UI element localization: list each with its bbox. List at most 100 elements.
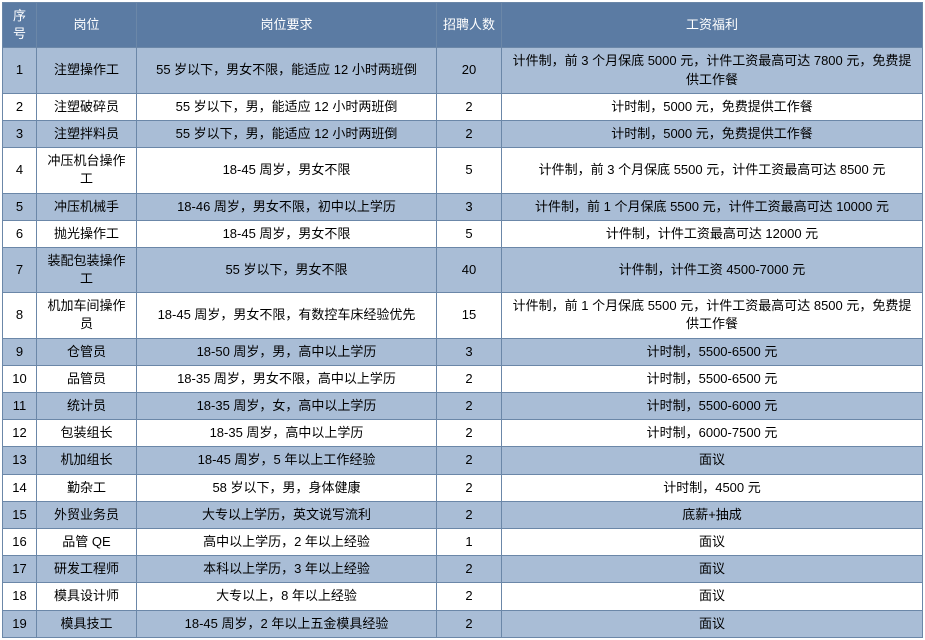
cell-pos: 装配包装操作工 — [37, 247, 137, 292]
cell-ben: 计时制，6000-7500 元 — [502, 420, 923, 447]
cell-seq: 9 — [3, 338, 37, 365]
cell-ben: 计时制，5000 元，免费提供工作餐 — [502, 120, 923, 147]
cell-req: 大专以上学历，英文说写流利 — [137, 501, 437, 528]
cell-req: 18-46 周岁，男女不限，初中以上学历 — [137, 193, 437, 220]
cell-ben: 面议 — [502, 528, 923, 555]
cell-pos: 外贸业务员 — [37, 501, 137, 528]
cell-seq: 19 — [3, 610, 37, 637]
cell-seq: 13 — [3, 447, 37, 474]
cell-pos: 机加车间操作员 — [37, 293, 137, 338]
cell-ben: 计时制，5500-6500 元 — [502, 365, 923, 392]
cell-req: 18-50 周岁，男，高中以上学历 — [137, 338, 437, 365]
table-row: 4冲压机台操作工18-45 周岁，男女不限5计件制，前 3 个月保底 5500 … — [3, 148, 923, 193]
cell-req: 18-35 周岁，女，高中以上学历 — [137, 393, 437, 420]
cell-pos: 冲压机械手 — [37, 193, 137, 220]
table-row: 17研发工程师本科以上学历，3 年以上经验2面议 — [3, 556, 923, 583]
cell-ben: 计件制，前 3 个月保底 5500 元，计件工资最高可达 8500 元 — [502, 148, 923, 193]
cell-req: 18-45 周岁，男女不限，有数控车床经验优先 — [137, 293, 437, 338]
cell-cnt: 2 — [437, 447, 502, 474]
cell-cnt: 15 — [437, 293, 502, 338]
cell-seq: 6 — [3, 220, 37, 247]
cell-req: 58 岁以下，男，身体健康 — [137, 474, 437, 501]
cell-pos: 冲压机台操作工 — [37, 148, 137, 193]
cell-seq: 5 — [3, 193, 37, 220]
table-row: 16品管 QE高中以上学历，2 年以上经验1面议 — [3, 528, 923, 555]
cell-seq: 10 — [3, 365, 37, 392]
cell-req: 大专以上，8 年以上经验 — [137, 583, 437, 610]
cell-cnt: 2 — [437, 610, 502, 637]
cell-ben: 计时制，5000 元，免费提供工作餐 — [502, 93, 923, 120]
cell-pos: 抛光操作工 — [37, 220, 137, 247]
table-row: 11统计员18-35 周岁，女，高中以上学历2计时制，5500-6000 元 — [3, 393, 923, 420]
cell-ben: 底薪+抽成 — [502, 501, 923, 528]
cell-ben: 面议 — [502, 583, 923, 610]
cell-req: 18-45 周岁，5 年以上工作经验 — [137, 447, 437, 474]
cell-pos: 注塑拌料员 — [37, 120, 137, 147]
cell-ben: 面议 — [502, 610, 923, 637]
cell-ben: 计件制，计件工资 4500-7000 元 — [502, 247, 923, 292]
cell-cnt: 2 — [437, 583, 502, 610]
table-header-row: 序号 岗位 岗位要求 招聘人数 工资福利 — [3, 3, 923, 48]
cell-pos: 统计员 — [37, 393, 137, 420]
cell-ben: 面议 — [502, 447, 923, 474]
cell-seq: 4 — [3, 148, 37, 193]
cell-pos: 仓管员 — [37, 338, 137, 365]
col-header-seq: 序号 — [3, 3, 37, 48]
cell-pos: 勤杂工 — [37, 474, 137, 501]
cell-pos: 注塑操作工 — [37, 48, 137, 93]
cell-cnt: 2 — [437, 420, 502, 447]
cell-pos: 模具技工 — [37, 610, 137, 637]
cell-cnt: 5 — [437, 148, 502, 193]
table-row: 12包装组长18-35 周岁，高中以上学历2计时制，6000-7500 元 — [3, 420, 923, 447]
cell-seq: 18 — [3, 583, 37, 610]
table-row: 15外贸业务员大专以上学历，英文说写流利2底薪+抽成 — [3, 501, 923, 528]
cell-req: 18-45 周岁，男女不限 — [137, 148, 437, 193]
cell-seq: 11 — [3, 393, 37, 420]
cell-ben: 计件制，前 3 个月保底 5000 元，计件工资最高可达 7800 元，免费提供… — [502, 48, 923, 93]
cell-cnt: 40 — [437, 247, 502, 292]
table-row: 10品管员18-35 周岁，男女不限，高中以上学历2计时制，5500-6500 … — [3, 365, 923, 392]
cell-cnt: 2 — [437, 93, 502, 120]
cell-cnt: 3 — [437, 338, 502, 365]
cell-req: 本科以上学历，3 年以上经验 — [137, 556, 437, 583]
col-header-ben: 工资福利 — [502, 3, 923, 48]
table-row: 14勤杂工58 岁以下，男，身体健康2计时制，4500 元 — [3, 474, 923, 501]
table-row: 1注塑操作工55 岁以下，男女不限，能适应 12 小时两班倒20计件制，前 3 … — [3, 48, 923, 93]
cell-ben: 面议 — [502, 556, 923, 583]
cell-seq: 12 — [3, 420, 37, 447]
cell-seq: 16 — [3, 528, 37, 555]
cell-pos: 机加组长 — [37, 447, 137, 474]
cell-seq: 14 — [3, 474, 37, 501]
table-row: 2注塑破碎员55 岁以下，男，能适应 12 小时两班倒2计时制，5000 元，免… — [3, 93, 923, 120]
cell-ben: 计件制，前 1 个月保底 5500 元，计件工资最高可达 8500 元，免费提供… — [502, 293, 923, 338]
cell-cnt: 1 — [437, 528, 502, 555]
cell-ben: 计件制，前 1 个月保底 5500 元，计件工资最高可达 10000 元 — [502, 193, 923, 220]
cell-req: 55 岁以下，男，能适应 12 小时两班倒 — [137, 120, 437, 147]
cell-ben: 计时制，4500 元 — [502, 474, 923, 501]
table-row: 18模具设计师大专以上，8 年以上经验2面议 — [3, 583, 923, 610]
table-row: 19模具技工18-45 周岁，2 年以上五金模具经验2面议 — [3, 610, 923, 637]
table-row: 3注塑拌料员55 岁以下，男，能适应 12 小时两班倒2计时制，5000 元，免… — [3, 120, 923, 147]
table-row: 5冲压机械手18-46 周岁，男女不限，初中以上学历3计件制，前 1 个月保底 … — [3, 193, 923, 220]
cell-cnt: 20 — [437, 48, 502, 93]
cell-seq: 17 — [3, 556, 37, 583]
cell-req: 55 岁以下，男女不限 — [137, 247, 437, 292]
cell-seq: 15 — [3, 501, 37, 528]
cell-req: 18-35 周岁，高中以上学历 — [137, 420, 437, 447]
cell-cnt: 2 — [437, 501, 502, 528]
cell-pos: 包装组长 — [37, 420, 137, 447]
cell-cnt: 2 — [437, 365, 502, 392]
cell-pos: 模具设计师 — [37, 583, 137, 610]
cell-ben: 计时制，5500-6000 元 — [502, 393, 923, 420]
table-row: 8机加车间操作员18-45 周岁，男女不限，有数控车床经验优先15计件制，前 1… — [3, 293, 923, 338]
table-row: 6抛光操作工18-45 周岁，男女不限5计件制，计件工资最高可达 12000 元 — [3, 220, 923, 247]
cell-seq: 3 — [3, 120, 37, 147]
cell-req: 18-45 周岁，男女不限 — [137, 220, 437, 247]
cell-req: 高中以上学历，2 年以上经验 — [137, 528, 437, 555]
table-row: 13机加组长18-45 周岁，5 年以上工作经验2面议 — [3, 447, 923, 474]
cell-seq: 7 — [3, 247, 37, 292]
cell-cnt: 2 — [437, 393, 502, 420]
cell-pos: 品管员 — [37, 365, 137, 392]
cell-cnt: 5 — [437, 220, 502, 247]
cell-pos: 注塑破碎员 — [37, 93, 137, 120]
